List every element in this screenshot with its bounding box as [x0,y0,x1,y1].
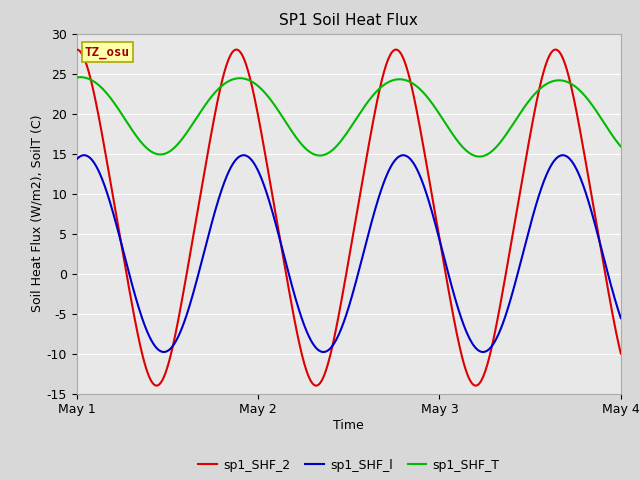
Title: SP1 Soil Heat Flux: SP1 Soil Heat Flux [280,13,418,28]
X-axis label: Time: Time [333,419,364,432]
Text: TZ_osu: TZ_osu [85,46,130,59]
Y-axis label: Soil Heat Flux (W/m2), SoilT (C): Soil Heat Flux (W/m2), SoilT (C) [31,115,44,312]
Legend: sp1_SHF_2, sp1_SHF_l, sp1_SHF_T: sp1_SHF_2, sp1_SHF_l, sp1_SHF_T [193,454,505,477]
